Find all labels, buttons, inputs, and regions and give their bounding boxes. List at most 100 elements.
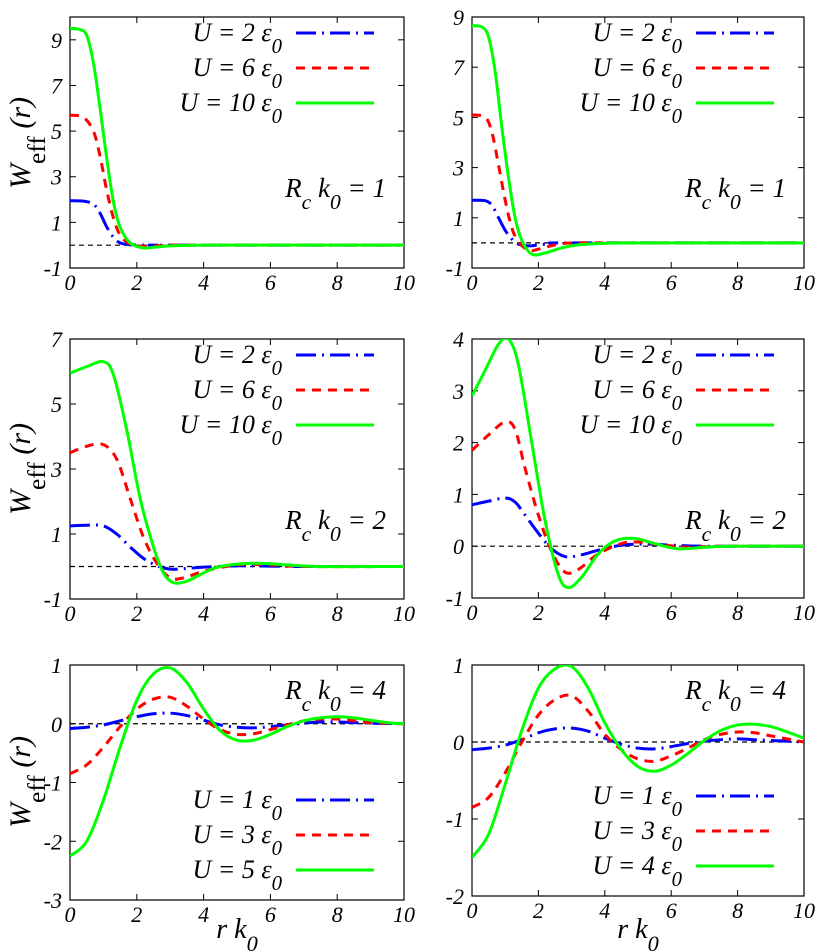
panel-annotation: Rc k0 = 2: [684, 505, 786, 546]
series-line-2: [472, 693, 804, 809]
y-tick-label: -1: [446, 256, 464, 281]
y-tick-label: 9: [51, 28, 62, 53]
x-tick-label: 0: [467, 898, 478, 923]
legend-label: U = 3 ε0: [193, 820, 283, 860]
series-line-3: [70, 26, 404, 250]
y-tick-label: -3: [44, 888, 62, 913]
y-tick-label: 7: [51, 73, 63, 98]
legend-label: U = 1 ε0: [593, 781, 683, 821]
y-tick-label: 3: [452, 379, 464, 404]
y-tick-label: 1: [51, 522, 62, 547]
y-axis-title: Weff (r): [4, 97, 51, 189]
y-tick-label: 0: [453, 730, 464, 755]
y-tick-label: -1: [446, 586, 464, 611]
x-tick-label: 10: [793, 898, 815, 923]
legend-label: U = 1 ε0: [193, 785, 283, 825]
x-tick-label: 2: [533, 898, 544, 923]
x-tick-label: 4: [198, 270, 209, 295]
y-tick-label: 1: [453, 482, 464, 507]
x-tick-label: 8: [332, 902, 343, 927]
x-tick-label: 2: [533, 600, 544, 625]
y-tick-label: 9: [453, 5, 464, 30]
x-tick-label: 6: [666, 898, 677, 923]
series-line-3: [472, 339, 804, 590]
series-line-1: [70, 711, 404, 730]
y-tick-label: 1: [51, 210, 62, 235]
y-axis-title: Weff (r): [4, 423, 51, 515]
y-tick-label: 2: [453, 431, 464, 456]
y-tick-label: 0: [453, 534, 464, 559]
legend-label: U = 10 ε0: [180, 88, 283, 128]
legend-label: U = 5 ε0: [193, 855, 283, 895]
x-tick-label: 2: [131, 270, 142, 295]
legend-label: U = 6 ε0: [193, 53, 283, 93]
x-tick-label: 8: [332, 601, 343, 626]
x-tick-label: 6: [666, 270, 677, 295]
series-line-3: [472, 24, 804, 257]
legend-label: U = 6 ε0: [193, 375, 283, 415]
x-tick-label: 6: [666, 600, 677, 625]
x-axis-title: r k0: [216, 914, 258, 952]
y-tick-label: 4: [453, 327, 464, 352]
panel-annotation: Rc k0 = 4: [684, 675, 786, 716]
x-tick-label: 0: [467, 270, 478, 295]
chart-panel-top-left: 0 2 4 6 8 10 -1 1 3 5 7 9 U = 2 ε0U = 6 ε0U = 10 ε0 R…: [44, 16, 415, 295]
chart-panel-bottom-right: 0 2 4 6 8 10 -2 -1 0 1 U = 1 ε0U = 3 ε0U = 4 ε0 Rc …: [446, 653, 815, 923]
x-tick-label: 4: [599, 898, 610, 923]
y-axis-title: Weff (r): [4, 736, 51, 828]
legend-label: U = 10 ε0: [180, 410, 283, 450]
series-line-3: [472, 665, 804, 859]
x-tick-label: 0: [467, 600, 478, 625]
series-line-1: [472, 496, 804, 559]
chart-panel-bottom-left: 0 2 4 6 8 10 -3 -2 -1 0 1 U = 1 ε0U = 3 ε0U = 5 ε0 R…: [44, 653, 415, 927]
x-tick-label: 10: [393, 601, 415, 626]
legend-label: U = 3 ε0: [593, 816, 683, 856]
y-tick-label: 5: [51, 119, 62, 144]
x-tick-label: 6: [265, 902, 276, 927]
x-tick-label: 4: [198, 601, 209, 626]
series-line-2: [472, 113, 804, 253]
y-tick-label: -1: [44, 771, 62, 796]
x-tick-label: 10: [793, 600, 815, 625]
x-tick-label: 8: [732, 270, 743, 295]
series-line-1: [472, 198, 804, 248]
legend-label: U = 2 ε0: [193, 18, 283, 58]
y-tick-label: 3: [452, 156, 464, 181]
x-axis-title: r k0: [617, 914, 659, 952]
x-tick-label: 10: [393, 902, 415, 927]
legend-label: U = 2 ε0: [593, 18, 683, 58]
plot-frame: [471, 664, 805, 897]
legend-label: U = 10 ε0: [580, 410, 683, 450]
legend-label: U = 2 ε0: [193, 340, 283, 380]
series-line-2: [70, 695, 404, 776]
x-tick-label: 0: [65, 270, 76, 295]
panel-annotation: Rc k0 = 1: [284, 173, 386, 214]
x-tick-label: 8: [732, 600, 743, 625]
legend-label: U = 6 ε0: [593, 53, 683, 93]
y-tick-label: 1: [453, 206, 464, 231]
panel-annotation: Rc k0 = 1: [684, 173, 786, 214]
y-tick-label: -1: [44, 587, 62, 612]
y-tick-label: 3: [50, 457, 62, 482]
legend-label: U = 6 ε0: [593, 375, 683, 415]
y-tick-label: 1: [453, 653, 464, 678]
series-line-2: [472, 420, 804, 575]
y-tick-label: -2: [44, 829, 62, 854]
plot-frame: [69, 16, 405, 269]
y-tick-label: -1: [446, 807, 464, 832]
y-tick-label: 0: [51, 712, 62, 737]
y-tick-label: 7: [453, 55, 465, 80]
y-tick-label: -1: [44, 256, 62, 281]
x-tick-label: 8: [732, 898, 743, 923]
legend-label: U = 4 ε0: [593, 851, 683, 891]
plot-frame: [471, 338, 805, 599]
y-tick-label: -2: [446, 884, 464, 909]
x-tick-label: 8: [332, 270, 343, 295]
x-tick-label: 4: [599, 600, 610, 625]
x-tick-label: 6: [265, 601, 276, 626]
x-tick-label: 10: [793, 270, 815, 295]
panel-annotation: Rc k0 = 4: [284, 675, 386, 716]
x-tick-label: 10: [393, 270, 415, 295]
